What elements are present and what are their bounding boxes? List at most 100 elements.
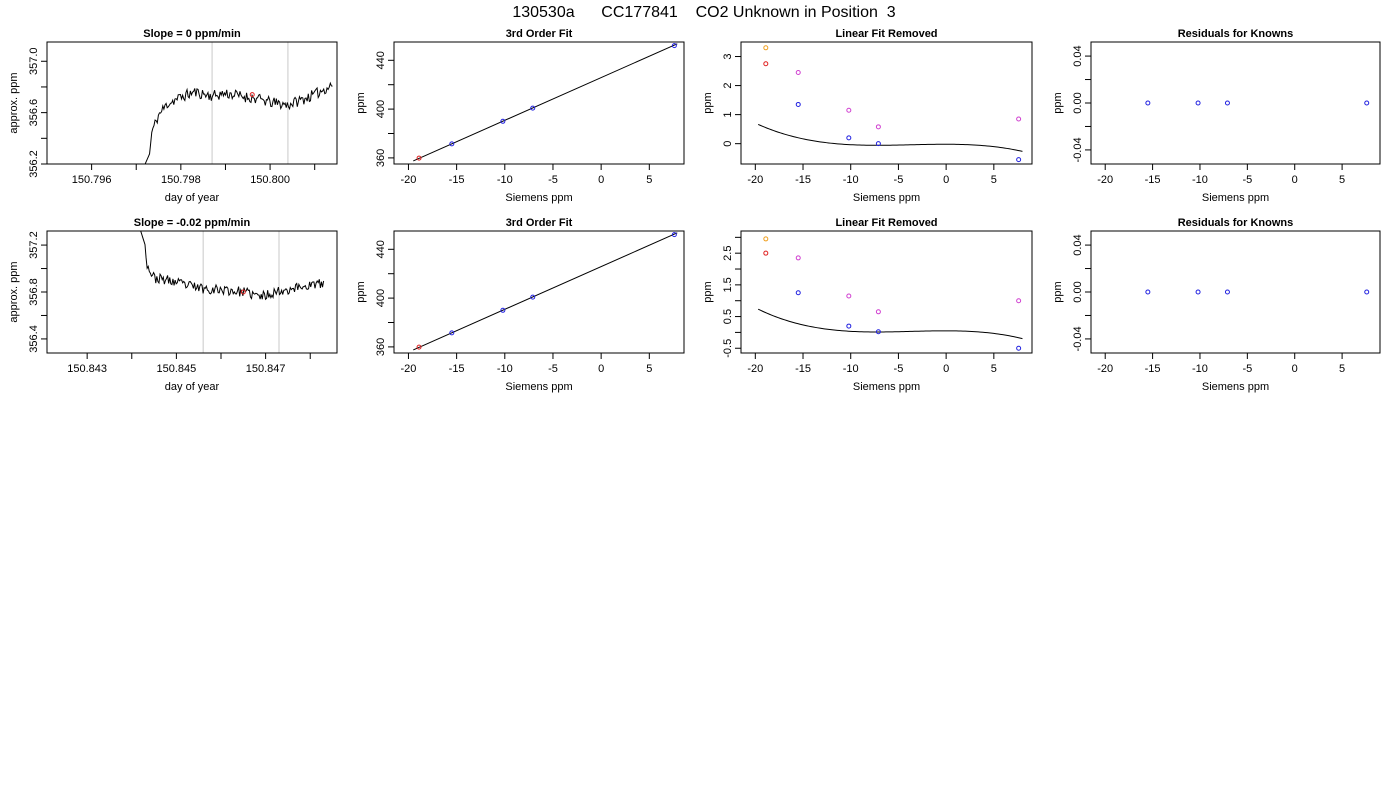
data-point [530,294,536,300]
x-tick-label: -15 [449,363,465,375]
fit-curve [757,123,1023,152]
data-point [846,293,852,299]
x-tick-label: -20 [1097,363,1113,375]
x-tick-label: -20 [400,363,416,375]
data-point [763,236,769,242]
x-tick-label: -10 [1192,174,1208,186]
y-tick-label: 0.00 [1072,281,1084,302]
x-tick-label: 5 [646,363,652,375]
panel-title: Linear Fit Removed [835,28,937,40]
data-trace [144,81,333,164]
x-axis-label: Siemens ppm [505,381,572,393]
x-tick-label: 150.800 [250,174,290,186]
x-tick-label: -10 [843,363,859,375]
fit-line [413,43,678,162]
data-point [795,255,801,261]
x-axis-label: day of year [165,381,220,393]
panel-title: Residuals for Knowns [1178,28,1294,40]
data-point [763,250,769,256]
data-point [500,307,506,313]
panel-title: Slope = 0 ppm/min [143,28,241,40]
x-axis-label: Siemens ppm [1202,381,1269,393]
x-tick-label: 150.847 [246,363,286,375]
x-axis-label: Siemens ppm [1202,192,1269,204]
plot-area [757,45,1023,163]
data-point [763,45,769,51]
data-point [416,344,422,350]
data-point [763,61,769,67]
y-axis-label: ppm [355,92,367,113]
y-tick-label: 0 [722,141,734,147]
x-tick-label: 150.798 [161,174,201,186]
x-tick-label: 5 [991,174,997,186]
data-point [846,107,852,113]
data-point [1016,157,1022,163]
selected-point [249,92,255,98]
y-tick-label: 360 [375,149,387,167]
fit-curve [757,308,1023,340]
x-tick-label: 5 [1339,363,1345,375]
y-tick-label: 356.8 [28,278,40,306]
x-tick-label: -10 [1192,363,1208,375]
data-point [1016,116,1022,122]
x-tick-label: -20 [400,174,416,186]
x-tick-label: -15 [795,363,811,375]
x-tick-label: 150.845 [157,363,197,375]
data-point [795,70,801,75]
x-tick-label: -20 [1097,174,1113,186]
panel-r1-fit: 3rd Order Fit -20 -15 -10 -5 0 5 360 400 440 Sieme… [355,28,685,204]
y-axis-label: ppm [1052,92,1064,113]
data-point [1195,100,1201,106]
x-tick-label: 5 [1339,174,1345,186]
y-tick-label: 2 [722,83,734,89]
y-tick-label: 360 [375,338,387,356]
y-tick-label: 1 [722,112,734,118]
x-axis-label: Siemens ppm [505,192,572,204]
data-point [1145,289,1151,295]
y-tick-label: 0.04 [1072,234,1084,255]
panel-title: Residuals for Knowns [1178,217,1294,229]
panel-r1-lin: Linear Fit Removed -20 -15 -10 -5 0 5 0 1 2 3 Sieme… [702,28,1033,204]
data-point [1224,100,1230,106]
plot-area [140,231,325,353]
y-axis-label: ppm [702,92,714,113]
data-point [1016,345,1022,351]
x-tick-label: -20 [747,174,763,186]
data-point [1016,298,1022,304]
x-tick-label: -15 [1145,363,1161,375]
x-axis-label: Siemens ppm [853,192,920,204]
plot-frame [393,230,685,354]
panel-r2-fit: 3rd Order Fit -20 -15 -10 -5 0 5 360 400 440 Sieme… [355,217,685,393]
plot-frame [1090,41,1381,165]
data-point [846,323,852,329]
y-tick-label: 3 [722,53,734,59]
data-point [1145,100,1151,106]
plot-frame [740,41,1033,165]
y-tick-label: 0.04 [1072,45,1084,66]
x-tick-label: -5 [894,363,904,375]
panel-r1-res: Residuals for Knowns -20 -15 -10 -5 0 5 -0.04 0.… [1052,28,1381,204]
y-axis-label: approx. ppm [8,72,20,133]
x-tick-label: 150.796 [72,174,112,186]
panel-title: 3rd Order Fit [506,217,573,229]
plot-area [144,42,333,164]
panel-title: Linear Fit Removed [835,217,937,229]
x-tick-label: -5 [548,363,558,375]
panel-r2-time: Slope = -0.02 ppm/min 150.843 150.845 150.8… [8,217,338,393]
panel-r2-lin: Linear Fit Removed -20 -15 -10 -5 0 5 -0.5 0.5 1.… [702,217,1033,393]
y-axis-label: ppm [355,281,367,302]
x-tick-label: -10 [843,174,859,186]
y-tick-label: 357.0 [28,47,40,75]
data-point [1364,100,1370,106]
y-tick-label: 357.2 [28,231,40,259]
data-point [875,141,881,147]
x-tick-label: -20 [747,363,763,375]
data-point [671,232,677,238]
data-point [500,118,506,124]
x-tick-label: 0 [598,363,604,375]
plot-frame [740,230,1033,354]
y-tick-label: 356.2 [28,150,40,178]
x-tick-label: -15 [449,174,465,186]
y-tick-label: 2.5 [722,246,734,261]
